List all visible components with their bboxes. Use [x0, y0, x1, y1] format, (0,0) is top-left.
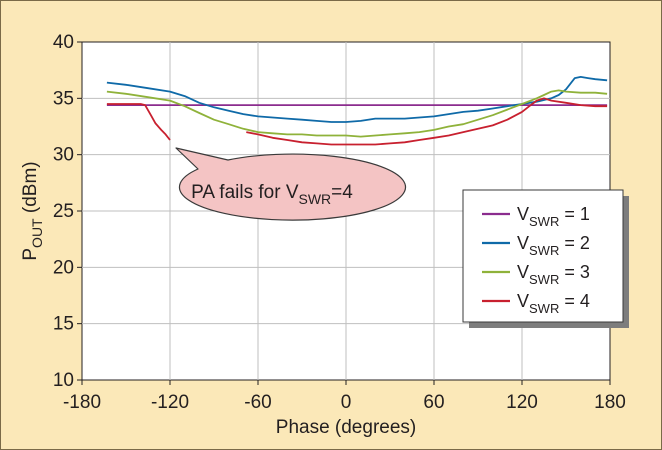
series-line-vswr-2 [106, 76, 608, 123]
legend-label-vswr-1: VSWR = 1 [517, 204, 590, 229]
y-axis-label: POUT (dBm) [20, 161, 45, 260]
y-tick-label: 25 [53, 201, 74, 222]
y-tick-label: 30 [53, 145, 74, 166]
y-tick-label: 35 [53, 88, 74, 109]
failure-callout: PA fails for VSWR=4 [175, 147, 407, 221]
y-tick-label: 10 [53, 370, 74, 391]
x-tick-label: -120 [151, 392, 189, 413]
tick-labels: -180 -120 -60 0 60 120 180 10 15 20 25 30 35 40 [53, 32, 626, 413]
legend-label-vswr-4: VSWR = 4 [517, 291, 590, 316]
x-tick-label: 0 [341, 392, 352, 413]
callout-text: PA fails for VSWR=4 [191, 182, 353, 207]
series-line-vswr-3 [106, 89, 608, 138]
legend-items: VSWR = 1 VSWR = 2 VSWR = 3 VSWR = 4 [482, 204, 590, 316]
y-tick-label: 40 [53, 32, 74, 53]
x-tick-label: -180 [63, 392, 101, 413]
series-line-vswr-4-part-2 [246, 97, 608, 146]
callout-bubble [175, 147, 407, 221]
series-layer [106, 76, 608, 146]
legend: VSWR = 1 VSWR = 2 VSWR = 3 VSWR = 4 [462, 189, 629, 328]
y-tick-label: 20 [53, 257, 74, 278]
series-line-vswr-4-part-1 [106, 103, 171, 141]
x-tick-label: -60 [244, 392, 271, 413]
legend-label-vswr-2: VSWR = 2 [517, 233, 590, 258]
legend-label-vswr-3: VSWR = 3 [517, 262, 590, 287]
x-tick-label: 180 [594, 392, 626, 413]
x-tick-label: 120 [506, 392, 538, 413]
x-axis-label: Phase (degrees) [276, 417, 416, 438]
x-tick-label: 60 [423, 392, 444, 413]
y-tick-label: 15 [53, 314, 74, 335]
